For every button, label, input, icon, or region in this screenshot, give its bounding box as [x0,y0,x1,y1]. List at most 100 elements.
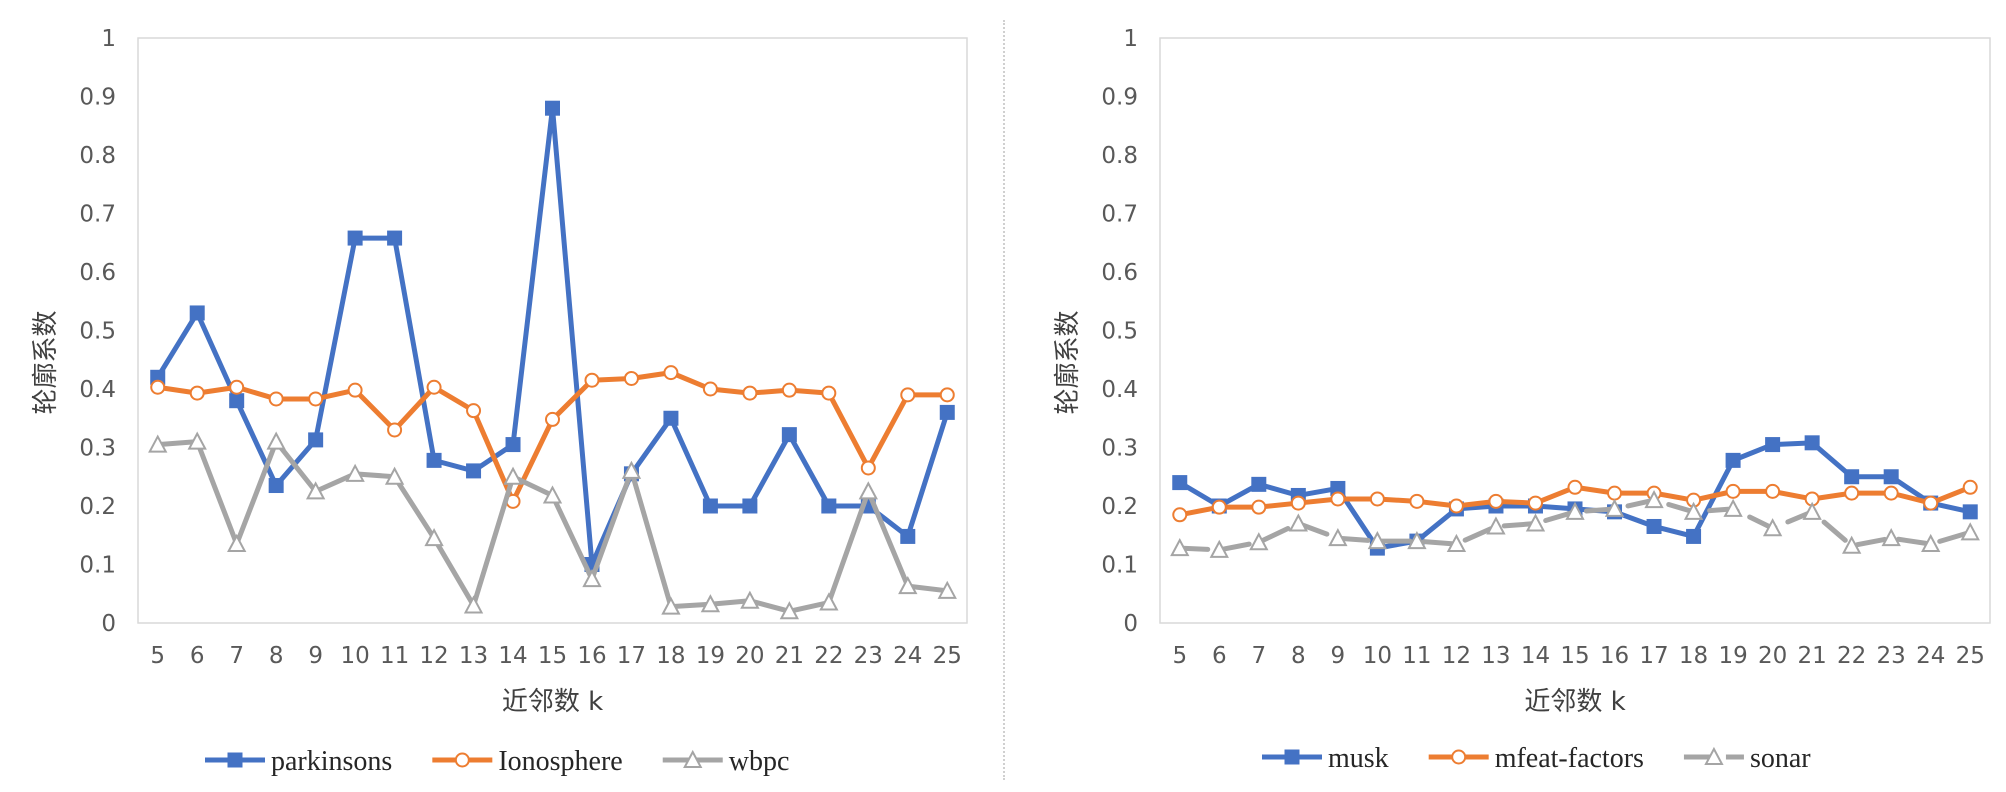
y-tick-label: 0.2 [1101,494,1138,520]
data-point-musk [1172,475,1188,491]
data-point-ionosphere [466,403,482,419]
data-point-ionosphere [347,382,363,398]
data-point-wbpc [463,595,484,614]
x-tick-label: 19 [1718,643,1747,669]
data-point-ionosphere [308,391,324,407]
x-tick-label: 15 [1560,643,1589,669]
data-point-mfeat-factors [1448,498,1464,514]
y-tick-label: 0.3 [79,436,116,462]
legend-item-musk: musk [1262,743,1389,774]
data-point-parkinsons [821,498,837,514]
data-point-parkinsons [663,410,679,426]
data-point-parkinsons [545,100,560,116]
data-point-ionosphere [426,379,442,395]
data-point-mfeat-factors [1330,491,1346,507]
x-tick-label: 12 [1442,643,1471,669]
data-point-parkinsons [426,452,442,468]
data-point-musk [1844,469,1860,485]
chart-right: 00.10.20.30.40.50.60.70.80.915 6 7 8 9 10 11 12… [1053,26,1991,774]
x-tick-label: 14 [498,643,527,669]
data-point-wbpc [503,466,523,485]
series-line-sonar [1177,497,1973,553]
data-point-mfeat-factors [1251,499,1267,515]
x-tick-label: 11 [380,643,409,669]
legend-label: parkinsons [271,746,392,777]
x-axis-title: 近邻数 k [1524,687,1625,717]
legend: parkinsons Ionosphere wbpc [205,746,789,777]
x-tick-label: 8 [269,643,284,669]
y-tick-label: 0.9 [79,85,116,111]
data-point-musk [1686,528,1702,544]
data-point-ionosphere [821,385,837,401]
x-tick-label: 11 [1402,643,1431,669]
x-tick-label: 5 [1172,643,1187,669]
data-point-ionosphere [623,370,639,386]
legend-swatch-marker [1284,749,1300,765]
data-point-mfeat-factors [1211,499,1227,515]
x-axis-title: 近邻数 k [502,687,603,717]
data-point-parkinsons [900,528,916,544]
x-tick-label: 10 [340,643,369,669]
data-point-sonar [1604,498,1625,517]
series-line-wbpc [155,439,950,614]
data-point-ionosphere [150,379,166,395]
x-tick-label: 21 [1798,643,1827,669]
data-point-sonar [1170,537,1190,557]
data-point-sonar [1644,490,1664,509]
data-point-wbpc [700,594,721,613]
data-point-wbpc [305,481,326,500]
x-tick-label: 17 [617,643,646,669]
data-point-ionosphere [584,372,600,388]
x-tick-label: 16 [577,643,606,669]
data-point-wbpc [266,431,286,450]
x-tick-label: 25 [1956,643,1985,669]
legend-item-ionosphere: Ionosphere [432,746,623,777]
data-point-sonar [1841,535,1862,554]
data-point-sonar [1446,533,1467,553]
data-point-ionosphere [189,385,205,401]
data-point-mfeat-factors [1962,479,1978,495]
y-tick-label: 0.5 [79,319,116,345]
data-point-wbpc [227,533,247,553]
legend-swatch-marker [1704,746,1724,765]
data-point-sonar [1525,513,1546,532]
x-tick-label: 7 [229,643,244,669]
data-point-ionosphere [229,379,245,395]
legend-swatch-marker [227,752,243,768]
legend-swatch-marker [454,752,470,768]
data-point-wbpc [858,481,878,500]
data-point-sonar [1565,501,1585,520]
x-tick-label: 23 [1877,643,1906,669]
series-wbpc [148,431,957,620]
y-axis-title: 轮廓系数 [31,310,61,414]
data-point-wbpc [542,485,563,504]
y-tick-label: 0.7 [1101,202,1138,228]
data-point-sonar [1288,513,1309,532]
data-point-mfeat-factors [1409,493,1425,509]
data-point-mfeat-factors [1883,485,1899,501]
data-point-wbpc [424,528,444,547]
x-tick-label: 19 [696,643,725,669]
legend-swatch-marker [683,749,703,768]
y-tick-label: 0.4 [79,377,116,403]
data-point-ionosphere [939,387,955,403]
legend-label: mfeat-factors [1495,743,1644,774]
data-point-ionosphere [702,381,718,397]
data-point-wbpc [819,592,839,611]
data-point-musk [1804,435,1820,451]
x-tick-label: 9 [308,643,323,669]
data-point-wbpc [384,466,405,485]
chart-left: 00.10.20.30.40.50.60.70.80.915 6 7 8 9 10 11 12… [31,26,968,777]
data-point-sonar [1881,528,1901,547]
data-point-mfeat-factors [1725,483,1741,499]
data-point-ionosphere [387,422,403,438]
y-tick-label: 0.7 [79,202,116,228]
x-tick-label: 24 [1916,643,1945,669]
data-point-sonar [1723,498,1743,517]
x-tick-label: 5 [150,643,165,669]
legend-item-wbpc: wbpc [662,746,789,777]
data-point-sonar [1328,528,1348,547]
x-tick-label: 16 [1600,643,1629,669]
data-point-wbpc [937,580,957,599]
x-tick-label: 7 [1251,643,1266,669]
